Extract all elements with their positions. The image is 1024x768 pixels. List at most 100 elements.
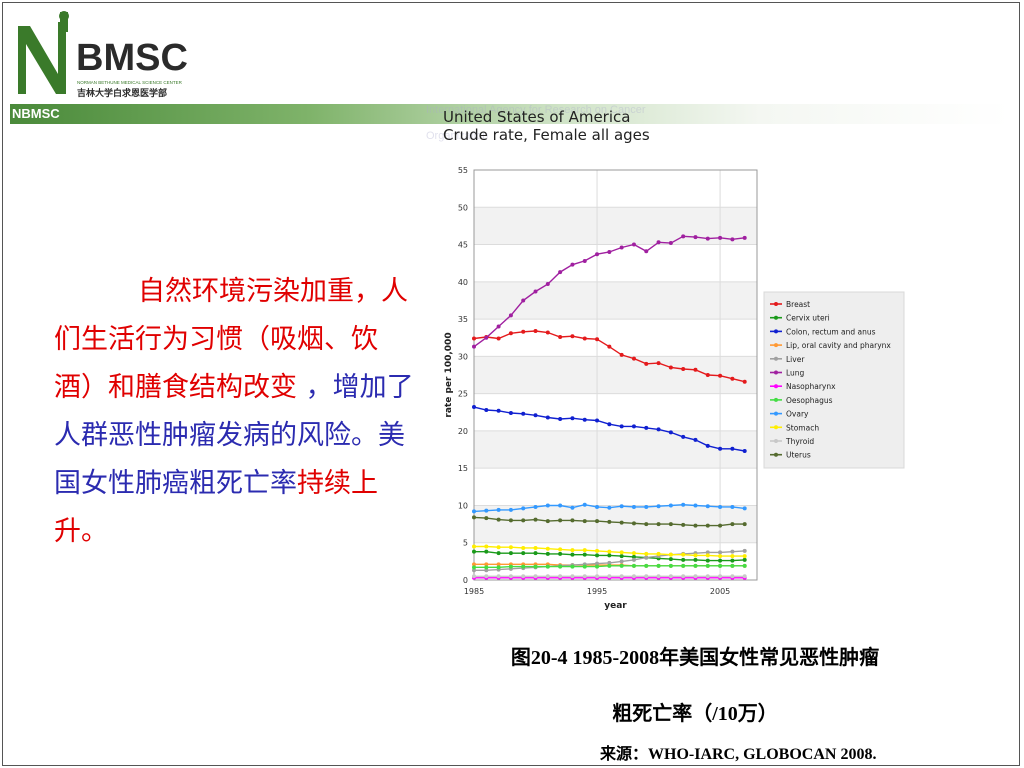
data-point	[508, 518, 513, 523]
data-point	[644, 504, 649, 509]
data-point	[705, 443, 710, 448]
data-point	[718, 550, 723, 555]
data-point	[619, 563, 624, 568]
data-point	[595, 548, 600, 553]
data-point	[533, 574, 538, 579]
data-point	[484, 565, 489, 570]
data-point	[718, 446, 723, 451]
data-point	[496, 324, 501, 329]
legend-label: Nasopharynx	[786, 382, 836, 391]
data-point	[521, 411, 526, 416]
data-point	[619, 559, 624, 564]
data-point	[582, 258, 587, 263]
legend-marker	[774, 343, 778, 348]
data-point	[472, 344, 476, 349]
legend-label: Uterus	[786, 451, 811, 460]
legend-label: Colon, rectum and anus	[786, 327, 876, 336]
data-point	[730, 237, 735, 242]
data-point	[681, 234, 686, 239]
data-point	[570, 518, 575, 523]
data-point	[472, 509, 476, 514]
data-point	[668, 563, 673, 568]
data-point	[472, 515, 476, 520]
data-point	[545, 503, 550, 508]
data-point	[693, 557, 698, 562]
data-point	[631, 557, 636, 562]
data-point	[681, 563, 686, 568]
plot-band	[474, 207, 757, 245]
data-point	[681, 552, 686, 557]
data-point	[508, 574, 513, 579]
legend-marker	[774, 397, 778, 402]
y-tick-label: 35	[458, 315, 468, 324]
data-point	[742, 506, 747, 511]
data-point	[558, 334, 563, 339]
data-point	[484, 508, 489, 513]
data-point	[570, 548, 575, 553]
nbmsc-logo: BMSC NORMAN BETHUNE MEDICAL SCIENCE CENT…	[10, 8, 200, 103]
body-text-highlight-2: 持续上升。	[54, 468, 378, 547]
data-point	[496, 507, 501, 512]
data-point	[644, 425, 649, 430]
data-point	[742, 563, 747, 568]
data-point	[705, 504, 710, 509]
data-point	[607, 553, 612, 558]
legend-label: Cervix uteri	[786, 314, 830, 323]
legend-marker	[774, 315, 778, 320]
data-point	[705, 574, 710, 579]
data-point	[595, 574, 600, 579]
data-point	[472, 568, 476, 573]
y-tick-label: 0	[463, 576, 468, 585]
data-point	[656, 563, 661, 568]
legend-marker	[774, 425, 778, 430]
data-point	[496, 562, 501, 567]
data-point	[619, 520, 624, 525]
data-point	[656, 361, 661, 366]
data-point	[607, 563, 612, 568]
data-point	[644, 551, 649, 556]
data-point	[644, 555, 649, 560]
watermark-line2: Organization	[426, 130, 489, 142]
data-point	[705, 523, 710, 528]
data-point	[582, 519, 587, 524]
data-point	[730, 574, 735, 579]
data-point	[545, 330, 550, 335]
data-point	[619, 554, 624, 559]
data-point	[595, 561, 600, 566]
source-note: 来源：WHO-IARC, GLOBOCAN 2008.	[600, 746, 877, 763]
data-point	[558, 518, 563, 523]
data-point	[681, 522, 686, 527]
data-point	[730, 376, 735, 381]
data-point	[644, 361, 649, 366]
data-point	[668, 365, 673, 370]
legend-marker	[774, 329, 778, 334]
data-point	[496, 574, 501, 579]
y-tick-label: 55	[458, 166, 468, 175]
data-point	[607, 574, 612, 579]
legend-marker	[774, 356, 778, 361]
data-point	[570, 574, 575, 579]
y-tick-label: 10	[458, 501, 468, 510]
data-point	[521, 545, 526, 550]
data-point	[681, 434, 686, 439]
data-point	[558, 416, 563, 421]
data-point	[693, 523, 698, 528]
data-point	[705, 236, 710, 241]
data-point	[582, 552, 587, 557]
data-point	[742, 522, 747, 527]
legend-label: Oesophagus	[786, 396, 833, 405]
data-point	[705, 563, 710, 568]
data-point	[496, 408, 501, 413]
data-point	[619, 352, 624, 357]
data-point	[508, 411, 513, 416]
data-point	[730, 563, 735, 568]
data-point	[582, 564, 587, 569]
y-tick-label: 5	[463, 539, 468, 548]
data-point	[570, 564, 575, 569]
data-point	[631, 574, 636, 579]
data-point	[681, 574, 686, 579]
data-point	[718, 574, 723, 579]
data-point	[484, 516, 489, 521]
data-point	[570, 262, 575, 267]
data-point	[681, 367, 686, 372]
